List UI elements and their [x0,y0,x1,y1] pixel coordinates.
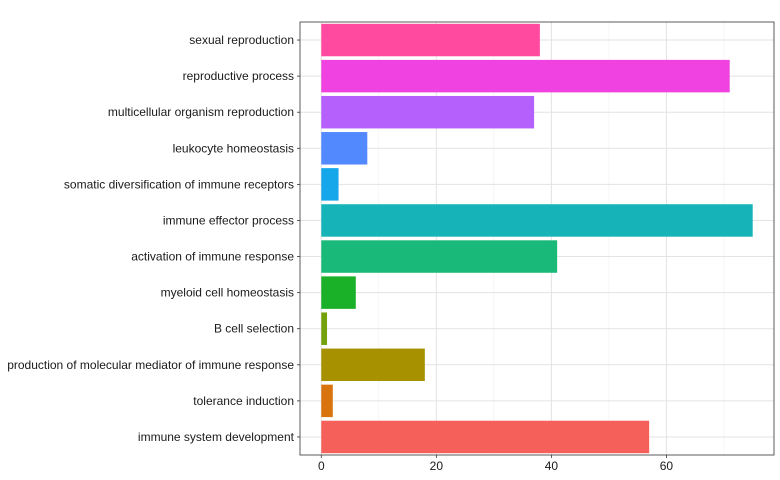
bar-production-of-molecular-mediator-of-immune-response [321,348,425,382]
bar-b-cell-selection [321,312,328,345]
bar-myeloid-cell-homeostasis [321,276,356,309]
bar-reproductive-process [321,59,730,93]
y-tick-label: leukocyte homeostasis [173,141,294,155]
y-tick-label: tolerance induction [193,394,294,408]
bar-sexual-reproduction [321,23,540,57]
bar-activation-of-immune-response [321,240,558,273]
y-tick-label: multicellular organism reproduction [108,105,294,119]
x-tick-label: 40 [545,459,559,473]
bar-immune-effector-process [321,204,753,237]
y-axis: sexual reproduction reproductive process m… [7,33,300,444]
x-tick-label: 0 [318,459,325,473]
y-tick-label: activation of immune response [131,250,294,264]
y-tick-label: B cell selection [214,322,294,336]
bar-tolerance-induction [321,384,333,418]
y-tick-label: reproductive process [183,69,294,83]
y-tick-label: immune effector process [163,213,294,227]
y-tick-label: immune system development [138,430,295,444]
bars [321,23,753,454]
y-tick-label: myeloid cell homeostasis [161,286,294,300]
panel-border [299,21,775,456]
y-tick-label: production of molecular mediator of immu… [7,358,294,372]
y-tick-label: sexual reproduction [189,33,294,47]
x-tick-label: 60 [660,459,674,473]
x-tick-label: 20 [430,459,444,473]
bar-somatic-diversification-of-immune-receptors [321,168,339,201]
bar-immune-system-development [321,420,650,454]
x-axis: 0 20 40 60 [318,455,673,473]
bar-leukocyte-homeostasis [321,132,368,165]
y-tick-label: somatic diversification of immune recept… [64,177,294,191]
bar-multicellular-organism-reproduction [321,95,535,129]
